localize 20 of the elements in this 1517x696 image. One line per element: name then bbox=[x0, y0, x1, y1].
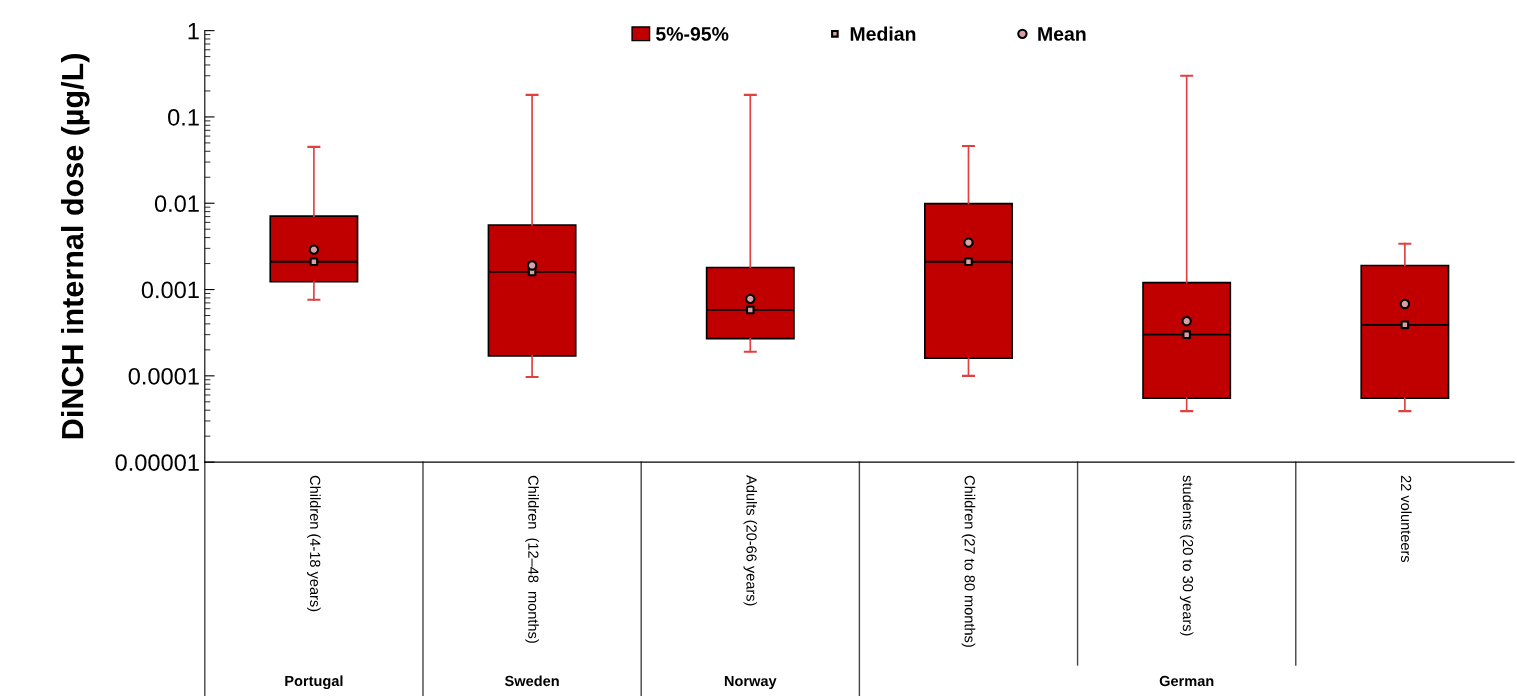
x-tick-label: Children (12–48 months) bbox=[525, 475, 539, 643]
x-tick-label: 22 volunteers bbox=[1400, 475, 1412, 563]
y-tick-label: 0.01 bbox=[154, 195, 199, 213]
x-tick-label: Children (4-18 years) bbox=[307, 475, 321, 612]
y-tick-label: 1 bbox=[188, 22, 199, 40]
x-tick-label: Adults (20-66 years) bbox=[743, 475, 758, 606]
y-tick-label: 0.001 bbox=[141, 281, 199, 299]
legend-label: 5%-95% bbox=[656, 27, 729, 41]
legend-label: Mean bbox=[1038, 27, 1086, 41]
legend-label: Median bbox=[850, 26, 916, 41]
y-axis-title: DiNCH internal dose (µg/L) bbox=[60, 54, 90, 439]
x-tick-label: Children (27 to 80 months) bbox=[961, 475, 976, 647]
text: Portugal bbox=[285, 675, 343, 690]
y-tick-label: 0.00001 bbox=[115, 454, 199, 471]
y-tick-label: 0.1 bbox=[168, 109, 199, 126]
text: German bbox=[1159, 675, 1214, 687]
text: Norway bbox=[724, 675, 777, 690]
y-tick-label: 0.0001 bbox=[128, 367, 199, 385]
x-tick-label: students (20 to 30 years) bbox=[1179, 475, 1194, 636]
text: Sweden bbox=[504, 675, 559, 687]
